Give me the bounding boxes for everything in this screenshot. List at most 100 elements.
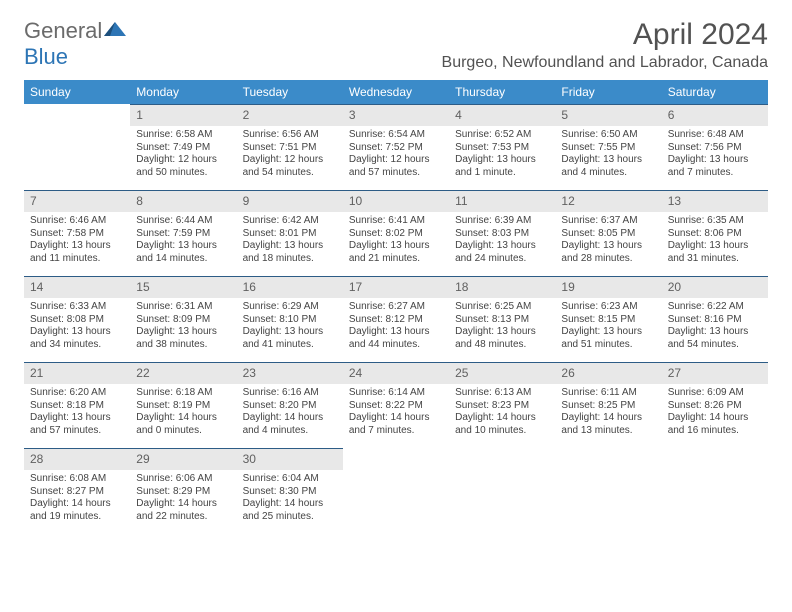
calendar-cell: 14Sunrise: 6:33 AMSunset: 8:08 PMDayligh… (24, 276, 130, 358)
calendar-cell: 19Sunrise: 6:23 AMSunset: 8:15 PMDayligh… (555, 276, 661, 358)
daylight-line: and 25 minutes. (243, 511, 337, 524)
calendar-body: 1Sunrise: 6:58 AMSunset: 7:49 PMDaylight… (24, 104, 768, 534)
daylight-line: Daylight: 14 hours (668, 412, 762, 425)
daylight-line: and 38 minutes. (136, 339, 230, 352)
day-number: 26 (555, 362, 661, 384)
daylight-line: and 21 minutes. (349, 253, 443, 266)
month-title: April 2024 (442, 18, 768, 52)
daylight-line: and 22 minutes. (136, 511, 230, 524)
daylight-line: and 48 minutes. (455, 339, 549, 352)
sunset-line: Sunset: 8:16 PM (668, 314, 762, 327)
day-body: Sunrise: 6:41 AMSunset: 8:02 PMDaylight:… (343, 212, 449, 270)
calendar-cell: 9Sunrise: 6:42 AMSunset: 8:01 PMDaylight… (237, 190, 343, 272)
day-body: Sunrise: 6:31 AMSunset: 8:09 PMDaylight:… (130, 298, 236, 356)
sunrise-line: Sunrise: 6:22 AM (668, 301, 762, 314)
day-body: Sunrise: 6:42 AMSunset: 8:01 PMDaylight:… (237, 212, 343, 270)
day-body: Sunrise: 6:33 AMSunset: 8:08 PMDaylight:… (24, 298, 130, 356)
calendar-cell: 5Sunrise: 6:50 AMSunset: 7:55 PMDaylight… (555, 104, 661, 186)
calendar-cell: 26Sunrise: 6:11 AMSunset: 8:25 PMDayligh… (555, 362, 661, 444)
sunrise-line: Sunrise: 6:20 AM (30, 387, 124, 400)
daylight-line: and 28 minutes. (561, 253, 655, 266)
sunrise-line: Sunrise: 6:37 AM (561, 215, 655, 228)
weekday-header: Friday (555, 80, 661, 104)
sunrise-line: Sunrise: 6:48 AM (668, 129, 762, 142)
sunset-line: Sunset: 8:08 PM (30, 314, 124, 327)
sunrise-line: Sunrise: 6:52 AM (455, 129, 549, 142)
sunset-line: Sunset: 8:15 PM (561, 314, 655, 327)
calendar-cell: 2Sunrise: 6:56 AMSunset: 7:51 PMDaylight… (237, 104, 343, 186)
weekday-header: Wednesday (343, 80, 449, 104)
daylight-line: and 16 minutes. (668, 425, 762, 438)
calendar-week: 14Sunrise: 6:33 AMSunset: 8:08 PMDayligh… (24, 276, 768, 358)
daylight-line: and 11 minutes. (30, 253, 124, 266)
daylight-line: and 57 minutes. (349, 167, 443, 180)
day-body: Sunrise: 6:14 AMSunset: 8:22 PMDaylight:… (343, 384, 449, 442)
calendar-cell: 20Sunrise: 6:22 AMSunset: 8:16 PMDayligh… (662, 276, 768, 358)
spacer-row (24, 530, 768, 534)
calendar-cell: 13Sunrise: 6:35 AMSunset: 8:06 PMDayligh… (662, 190, 768, 272)
day-body: Sunrise: 6:27 AMSunset: 8:12 PMDaylight:… (343, 298, 449, 356)
sunset-line: Sunset: 8:09 PM (136, 314, 230, 327)
daylight-line: and 4 minutes. (561, 167, 655, 180)
sunset-line: Sunset: 8:12 PM (349, 314, 443, 327)
daylight-line: and 34 minutes. (30, 339, 124, 352)
weekday-header: Thursday (449, 80, 555, 104)
sunset-line: Sunset: 8:01 PM (243, 228, 337, 241)
day-number: 16 (237, 276, 343, 298)
daylight-line: Daylight: 13 hours (455, 240, 549, 253)
calendar-cell: 1Sunrise: 6:58 AMSunset: 7:49 PMDaylight… (130, 104, 236, 186)
calendar-cell: 11Sunrise: 6:39 AMSunset: 8:03 PMDayligh… (449, 190, 555, 272)
day-number: 1 (130, 104, 236, 126)
daylight-line: Daylight: 14 hours (243, 498, 337, 511)
calendar-cell (343, 448, 449, 530)
day-number: 14 (24, 276, 130, 298)
daylight-line: and 41 minutes. (243, 339, 337, 352)
calendar-cell: 24Sunrise: 6:14 AMSunset: 8:22 PMDayligh… (343, 362, 449, 444)
daylight-line: Daylight: 13 hours (136, 326, 230, 339)
daylight-line: and 1 minute. (455, 167, 549, 180)
sunset-line: Sunset: 8:19 PM (136, 400, 230, 413)
day-number: 17 (343, 276, 449, 298)
daylight-line: Daylight: 13 hours (349, 240, 443, 253)
calendar-cell (24, 104, 130, 186)
weekday-row: SundayMondayTuesdayWednesdayThursdayFrid… (24, 80, 768, 104)
day-number: 19 (555, 276, 661, 298)
day-body: Sunrise: 6:08 AMSunset: 8:27 PMDaylight:… (24, 470, 130, 528)
daylight-line: and 18 minutes. (243, 253, 337, 266)
sunrise-line: Sunrise: 6:27 AM (349, 301, 443, 314)
daylight-line: Daylight: 13 hours (668, 326, 762, 339)
daylight-line: and 7 minutes. (349, 425, 443, 438)
daylight-line: Daylight: 14 hours (136, 412, 230, 425)
sunrise-line: Sunrise: 6:16 AM (243, 387, 337, 400)
day-number: 12 (555, 190, 661, 212)
day-number: 28 (24, 448, 130, 470)
day-body: Sunrise: 6:04 AMSunset: 8:30 PMDaylight:… (237, 470, 343, 528)
sunset-line: Sunset: 8:22 PM (349, 400, 443, 413)
daylight-line: Daylight: 12 hours (243, 154, 337, 167)
calendar-cell: 16Sunrise: 6:29 AMSunset: 8:10 PMDayligh… (237, 276, 343, 358)
sunset-line: Sunset: 7:59 PM (136, 228, 230, 241)
calendar-cell: 30Sunrise: 6:04 AMSunset: 8:30 PMDayligh… (237, 448, 343, 530)
day-number: 23 (237, 362, 343, 384)
sunset-line: Sunset: 8:27 PM (30, 486, 124, 499)
calendar-week: 1Sunrise: 6:58 AMSunset: 7:49 PMDaylight… (24, 104, 768, 186)
day-body: Sunrise: 6:22 AMSunset: 8:16 PMDaylight:… (662, 298, 768, 356)
daylight-line: and 54 minutes. (668, 339, 762, 352)
daylight-line: and 50 minutes. (136, 167, 230, 180)
sunrise-line: Sunrise: 6:13 AM (455, 387, 549, 400)
day-body: Sunrise: 6:44 AMSunset: 7:59 PMDaylight:… (130, 212, 236, 270)
sunset-line: Sunset: 8:10 PM (243, 314, 337, 327)
sunset-line: Sunset: 8:02 PM (349, 228, 443, 241)
calendar-cell: 12Sunrise: 6:37 AMSunset: 8:05 PMDayligh… (555, 190, 661, 272)
calendar-cell (555, 448, 661, 530)
sunrise-line: Sunrise: 6:23 AM (561, 301, 655, 314)
calendar-cell: 17Sunrise: 6:27 AMSunset: 8:12 PMDayligh… (343, 276, 449, 358)
logo-icon (102, 18, 128, 38)
daylight-line: Daylight: 14 hours (561, 412, 655, 425)
calendar-cell: 7Sunrise: 6:46 AMSunset: 7:58 PMDaylight… (24, 190, 130, 272)
weekday-header: Tuesday (237, 80, 343, 104)
sunset-line: Sunset: 7:56 PM (668, 142, 762, 155)
sunset-line: Sunset: 7:58 PM (30, 228, 124, 241)
day-number: 11 (449, 190, 555, 212)
daylight-line: Daylight: 13 hours (668, 154, 762, 167)
